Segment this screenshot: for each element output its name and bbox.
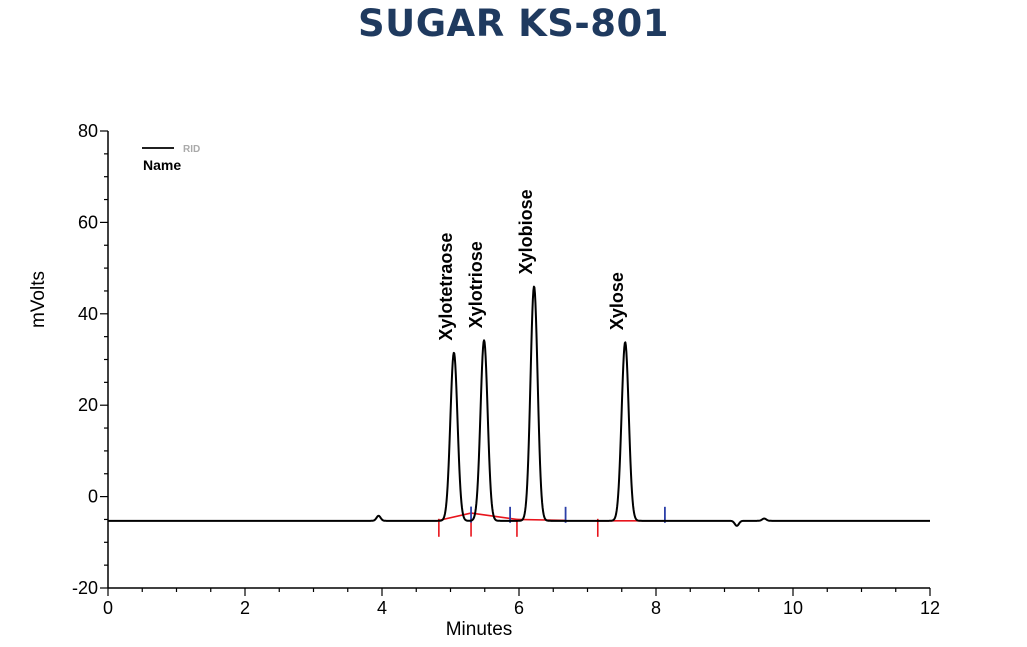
y-axis-ticks: -20 0 20 40 60 80 [72,121,108,598]
chromatogram-trace [107,285,931,527]
peak-labels: Xylotetraose Xylotriose Xylobiose Xylose [436,189,627,340]
chart-legend: RID Name [142,144,200,173]
peak-label: Xylotriose [466,241,486,328]
peak-label: Xylose [607,272,627,330]
legend-header: Name [143,157,181,173]
x-tick-label: 4 [377,598,387,618]
y-tick-label: 80 [78,121,98,141]
y-tick-label: 60 [78,212,98,232]
x-tick-label: 12 [920,598,940,618]
peak-label: Xylobiose [516,189,536,274]
x-tick-label: 0 [103,598,113,618]
y-tick-label: 0 [88,487,98,507]
x-tick-label: 6 [514,598,524,618]
x-tick-label: 2 [240,598,250,618]
y-tick-label: -20 [72,578,98,598]
peak-label: Xylotetraose [436,233,456,341]
legend-series-tag: RID [183,144,200,155]
x-axis-ticks: 0 2 4 6 8 10 12 [103,588,940,618]
page-title: SUGAR KS-801 [358,2,669,45]
x-axis-label: Minutes [446,619,513,640]
x-tick-label: 8 [651,598,661,618]
y-tick-label: 40 [78,304,98,324]
x-tick-label: 10 [783,598,803,618]
y-tick-label: 20 [78,395,98,415]
y-axis-label: mVolts [28,271,49,328]
